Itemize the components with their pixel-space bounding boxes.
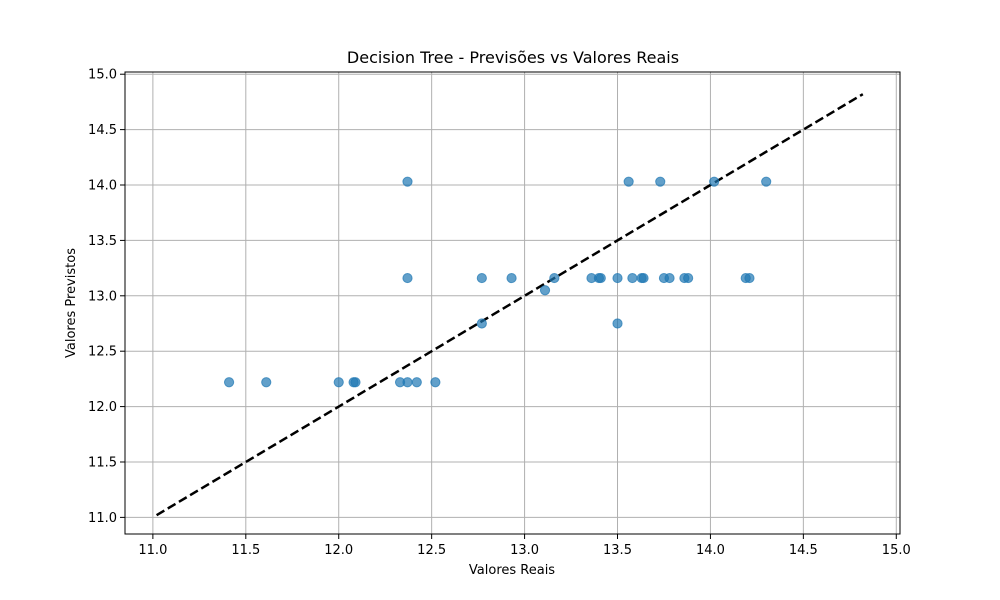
data-point [411, 377, 422, 388]
data-point [683, 272, 694, 284]
y-tick-label: 11.0 [88, 511, 117, 526]
x-axis-ticks: 11.0 11.5 12.0 12.5 13.0 13.5 14.0 14.5 15.0 [138, 534, 911, 558]
ideal-prediction-line [155, 93, 864, 517]
data-point [261, 377, 272, 388]
y-tick-label: 15.0 [88, 68, 117, 83]
x-tick-label: 12.0 [324, 543, 353, 558]
data-point [223, 377, 235, 388]
data-point [549, 272, 560, 284]
data-point [761, 176, 772, 187]
x-axis-label: Valores Reais [469, 563, 555, 578]
y-tick-label: 13.5 [88, 234, 117, 249]
data-point [612, 318, 623, 329]
data-point [402, 377, 413, 388]
y-tick-label: 13.0 [88, 289, 117, 304]
data-point [350, 377, 361, 388]
data-point [402, 176, 413, 187]
data-point [506, 272, 517, 284]
data-point [430, 377, 441, 388]
data-point [627, 272, 638, 284]
data-point [595, 272, 606, 284]
data-point [333, 377, 344, 388]
data-point [476, 272, 487, 284]
data-point [744, 272, 755, 284]
reference-line-group [155, 93, 864, 517]
data-point [623, 176, 634, 187]
x-tick-label: 13.0 [510, 543, 539, 558]
data-point [612, 272, 623, 284]
grid-lines [125, 72, 900, 534]
data-point [476, 318, 487, 329]
x-tick-label: 11.0 [138, 543, 167, 558]
y-tick-label: 12.5 [88, 345, 117, 360]
scatter-points [223, 176, 772, 388]
y-tick-label: 11.5 [88, 455, 117, 470]
data-point [638, 272, 649, 284]
x-tick-label: 12.5 [417, 543, 446, 558]
x-tick-label: 11.5 [231, 543, 260, 558]
data-point [664, 272, 675, 284]
x-tick-label: 14.0 [696, 543, 725, 558]
y-tick-label: 14.5 [88, 123, 117, 138]
data-point [539, 285, 551, 296]
plot-area-frame [124, 71, 901, 535]
y-axis-label: Valores Previstos [64, 248, 79, 358]
data-point [655, 176, 666, 187]
x-tick-label: 14.5 [789, 543, 818, 558]
chart-title: Decision Tree - Previsões vs Valores Rea… [347, 48, 679, 67]
data-point [402, 272, 413, 284]
x-tick-label: 13.5 [603, 543, 632, 558]
x-tick-label: 15.0 [882, 543, 911, 558]
y-axis-ticks: 11.0 11.5 12.0 12.5 13.0 13.5 14.0 14.5 15.0 [88, 68, 125, 526]
data-point [709, 176, 720, 187]
y-tick-label: 14.0 [88, 179, 117, 194]
y-tick-label: 12.0 [88, 400, 117, 415]
